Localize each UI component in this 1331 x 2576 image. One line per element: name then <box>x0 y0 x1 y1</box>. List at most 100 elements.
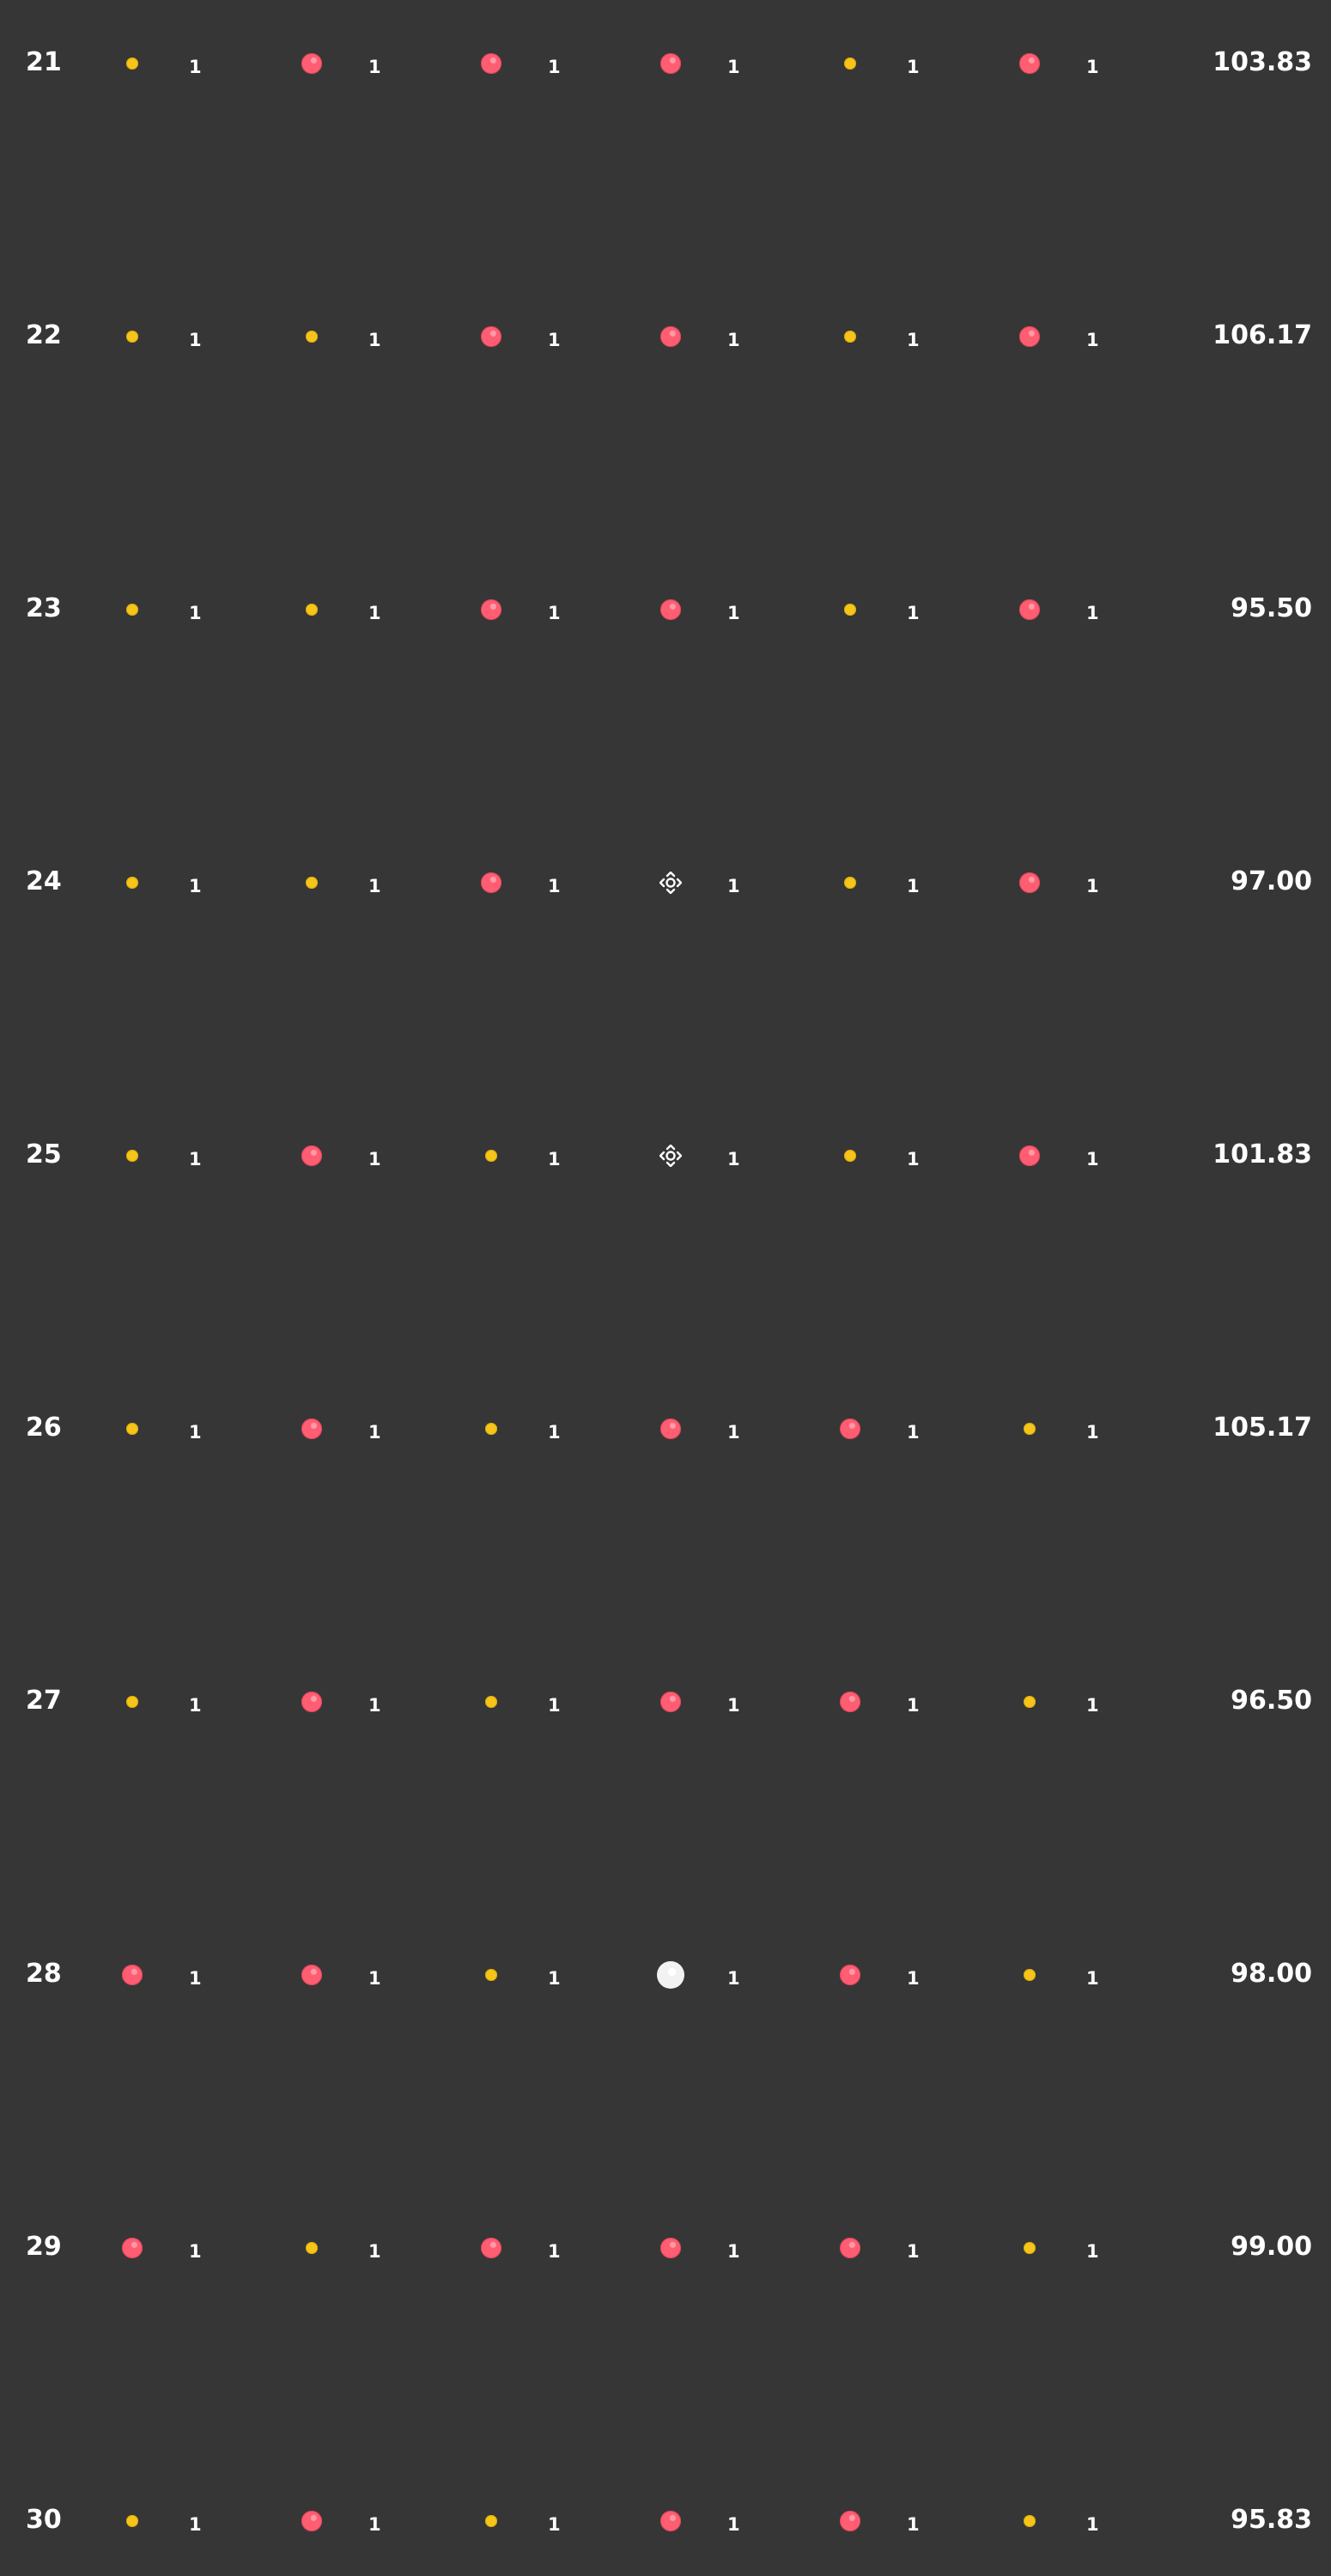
item-cell[interactable]: 1 <box>836 1668 1008 1736</box>
item-count: 1 <box>368 603 381 623</box>
item-cell[interactable]: 1 <box>119 1394 290 1463</box>
item-count: 1 <box>189 1695 202 1716</box>
item-cell[interactable]: 1 <box>657 2214 829 2282</box>
item-cell[interactable]: 1 <box>1016 1668 1188 1736</box>
item-cell[interactable]: 1 <box>298 848 470 917</box>
item-count: 1 <box>548 1422 561 1443</box>
red-gem-icon <box>657 596 684 623</box>
item-cell[interactable]: 1 <box>477 1121 649 1190</box>
item-cell[interactable]: 1 <box>1016 575 1188 644</box>
item-cell[interactable]: 1 <box>298 29 470 98</box>
item-cell[interactable]: 1 <box>657 1941 829 2009</box>
board-row: 29 1 1 1 1 1 1 99.00 <box>0 2214 1331 2282</box>
item-cell[interactable]: 1 <box>477 1394 649 1463</box>
item-cell[interactable]: 1 <box>836 575 1008 644</box>
item-count: 1 <box>727 1695 740 1716</box>
move-arrows-icon <box>657 869 684 896</box>
item-cell[interactable]: 1 <box>119 2214 290 2282</box>
item-cell[interactable]: 1 <box>657 848 829 917</box>
red-gem-icon <box>657 2507 684 2535</box>
item-cell[interactable]: 1 <box>477 1941 649 2009</box>
item-cell[interactable]: 1 <box>657 1668 829 1736</box>
item-cell[interactable]: 1 <box>298 302 470 371</box>
item-cell[interactable]: 1 <box>836 2487 1008 2555</box>
item-cell[interactable]: 1 <box>836 2214 1008 2282</box>
item-cell[interactable]: 1 <box>657 302 829 371</box>
item-cell[interactable]: 1 <box>1016 1394 1188 1463</box>
item-count: 1 <box>368 2514 381 2535</box>
item-cell[interactable]: 1 <box>298 1668 470 1736</box>
item-count: 1 <box>1086 1968 1099 1989</box>
item-count: 1 <box>368 1695 381 1716</box>
item-cell[interactable]: 1 <box>477 29 649 98</box>
item-cell[interactable]: 1 <box>477 2214 649 2282</box>
item-cell[interactable]: 1 <box>119 1668 290 1736</box>
item-cell[interactable]: 1 <box>1016 1121 1188 1190</box>
item-cell[interactable]: 1 <box>836 1394 1008 1463</box>
item-count: 1 <box>1086 1695 1099 1716</box>
item-cell[interactable]: 1 <box>477 302 649 371</box>
item-cell[interactable]: 1 <box>657 1121 829 1190</box>
red-gem-icon <box>836 2234 864 2262</box>
item-cell[interactable]: 1 <box>657 1394 829 1463</box>
item-cell[interactable]: 1 <box>836 848 1008 917</box>
item-cell[interactable]: 1 <box>657 29 829 98</box>
item-cell[interactable]: 1 <box>119 1121 290 1190</box>
item-cell[interactable]: 1 <box>298 1121 470 1190</box>
gold-coin-icon <box>836 323 864 350</box>
board-row: 21 1 1 1 1 1 1 103.83 <box>0 29 1331 98</box>
item-count: 1 <box>189 876 202 896</box>
row-number: 30 <box>26 2505 62 2535</box>
item-cell[interactable]: 1 <box>477 1668 649 1736</box>
gold-coin-icon <box>836 50 864 77</box>
red-gem-icon <box>657 1688 684 1716</box>
item-cell[interactable]: 1 <box>298 1394 470 1463</box>
item-count: 1 <box>189 2514 202 2535</box>
board-row: 22 1 1 1 1 1 1 106.17 <box>0 302 1331 371</box>
red-gem-icon <box>298 1961 325 1989</box>
item-cell[interactable]: 1 <box>477 848 649 917</box>
item-cell[interactable]: 1 <box>119 575 290 644</box>
gold-coin-icon <box>119 50 146 77</box>
item-cell[interactable]: 1 <box>477 2487 649 2555</box>
item-cell[interactable]: 1 <box>1016 848 1188 917</box>
item-cell[interactable]: 1 <box>836 302 1008 371</box>
item-count: 1 <box>548 57 561 77</box>
item-cell[interactable]: 1 <box>119 1941 290 2009</box>
item-cell[interactable]: 1 <box>119 848 290 917</box>
item-cell[interactable]: 1 <box>1016 29 1188 98</box>
item-cell[interactable]: 1 <box>657 2487 829 2555</box>
item-cell[interactable]: 1 <box>298 2214 470 2282</box>
item-cell[interactable]: 1 <box>1016 1941 1188 2009</box>
item-count: 1 <box>548 330 561 350</box>
board-row: 27 1 1 1 1 1 1 96.50 <box>0 1668 1331 1736</box>
gold-coin-icon <box>477 1415 505 1443</box>
item-count: 1 <box>727 330 740 350</box>
item-count: 1 <box>727 2514 740 2535</box>
item-cell[interactable]: 1 <box>836 29 1008 98</box>
red-gem-icon <box>836 1961 864 1989</box>
gold-coin-icon <box>119 323 146 350</box>
item-cell[interactable]: 1 <box>477 575 649 644</box>
item-count: 1 <box>1086 1422 1099 1443</box>
item-count: 1 <box>907 1422 920 1443</box>
item-cell[interactable]: 1 <box>298 1941 470 2009</box>
item-count: 1 <box>907 2514 920 2535</box>
red-gem-icon <box>1016 323 1043 350</box>
item-cell[interactable]: 1 <box>657 575 829 644</box>
item-cell[interactable]: 1 <box>836 1121 1008 1190</box>
item-cell[interactable]: 1 <box>836 1941 1008 2009</box>
item-cell[interactable]: 1 <box>119 302 290 371</box>
red-gem-icon <box>298 50 325 77</box>
item-cell[interactable]: 1 <box>119 2487 290 2555</box>
item-cell[interactable]: 1 <box>1016 2214 1188 2282</box>
item-cell[interactable]: 1 <box>298 575 470 644</box>
item-cell[interactable]: 1 <box>119 29 290 98</box>
move-arrows-icon <box>657 1142 684 1170</box>
item-cell[interactable]: 1 <box>1016 2487 1188 2555</box>
item-count: 1 <box>189 57 202 77</box>
item-count: 1 <box>907 1695 920 1716</box>
item-cell[interactable]: 1 <box>298 2487 470 2555</box>
item-count: 1 <box>548 1149 561 1170</box>
item-cell[interactable]: 1 <box>1016 302 1188 371</box>
